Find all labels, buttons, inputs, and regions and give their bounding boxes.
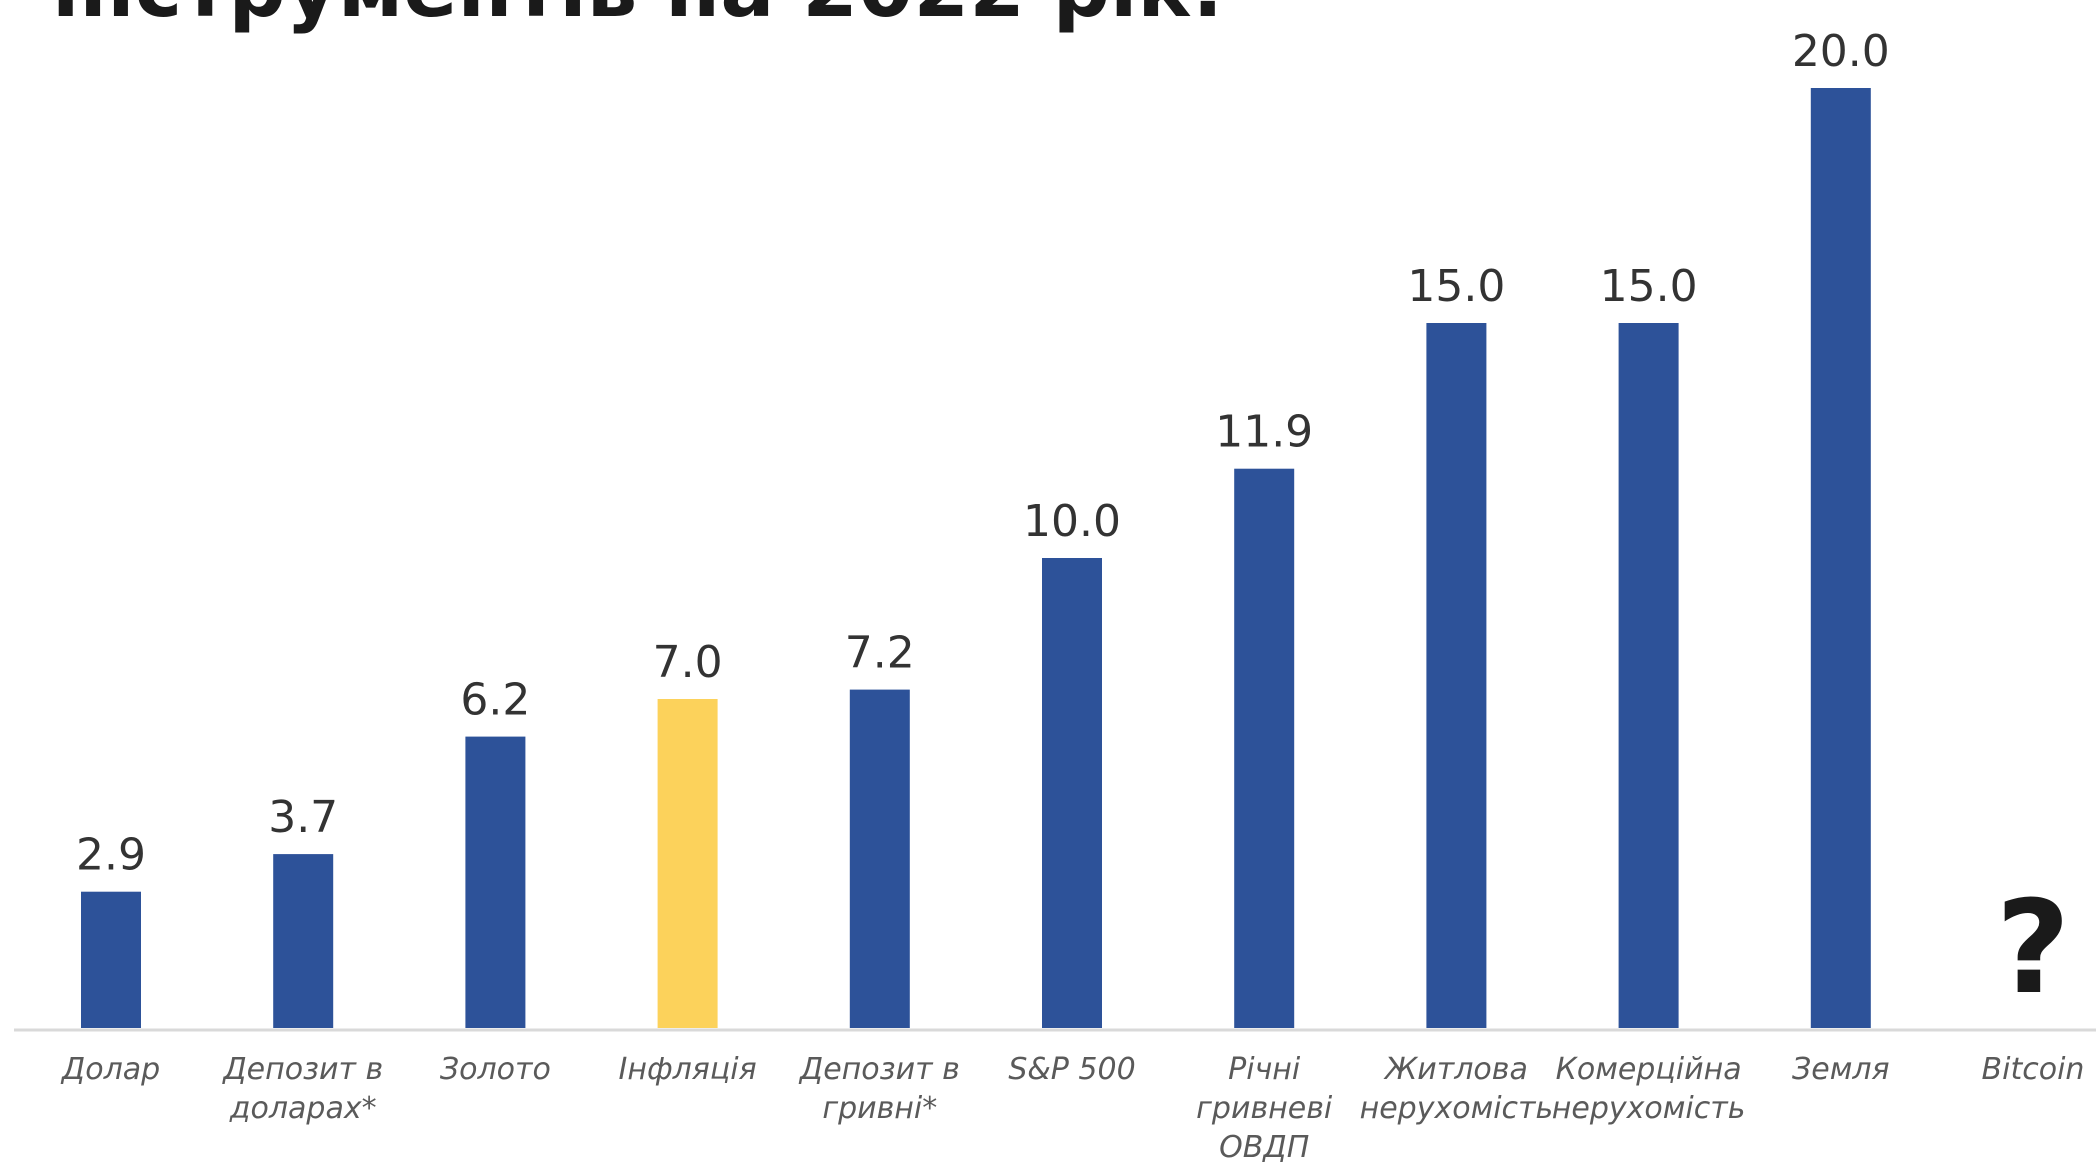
bar [81,891,141,1028]
value-labels-group: 2.9 3.7 6.2 7.0 7.2 10.0 11.9 15.0 15.0 20.0? [76,26,2070,1023]
bar [465,736,526,1028]
category-label: Депозит в гривні* [798,1052,960,1126]
bar [1810,88,1871,1028]
category-label: Земля [1792,1052,1890,1087]
category-label: Комерційна нерухомість [1552,1052,1746,1126]
bar [1234,468,1295,1028]
category-label: Bitcoin [1982,1052,2085,1087]
category-label: Депозит в доларах* [221,1052,383,1126]
value-label: 7.2 [845,628,915,679]
category-label: Інфляція [619,1052,757,1087]
category-label: Житлова нерухомість [1360,1052,1554,1126]
bar [1426,323,1487,1028]
bar [1618,323,1679,1028]
chart-title: інструментів на 2022 рік: [52,0,1224,35]
category-labels-group: Долар Депозит в доларах* Золото Інфляція Депо… [60,1052,2085,1162]
bar [849,689,910,1028]
category-label: Золото [440,1052,551,1087]
value-label: 7.0 [653,637,723,688]
unknown-value-label: ? [1996,874,2070,1023]
bar [1042,558,1102,1028]
value-label: 15.0 [1600,261,1698,312]
value-label: 6.2 [460,675,530,726]
value-label: 20.0 [1792,26,1890,77]
bar [273,854,334,1028]
bars-group [81,88,1871,1028]
value-label: 11.9 [1215,407,1313,458]
value-label: 3.7 [268,792,338,843]
category-label: Річні гривневі ОВДП [1196,1052,1333,1162]
category-label: S&P 500 [1008,1052,1135,1087]
bar [657,699,718,1028]
category-label: Долар [60,1052,160,1087]
value-label: 15.0 [1407,261,1505,312]
value-label: 10.0 [1023,496,1121,547]
value-label: 2.9 [76,830,146,881]
